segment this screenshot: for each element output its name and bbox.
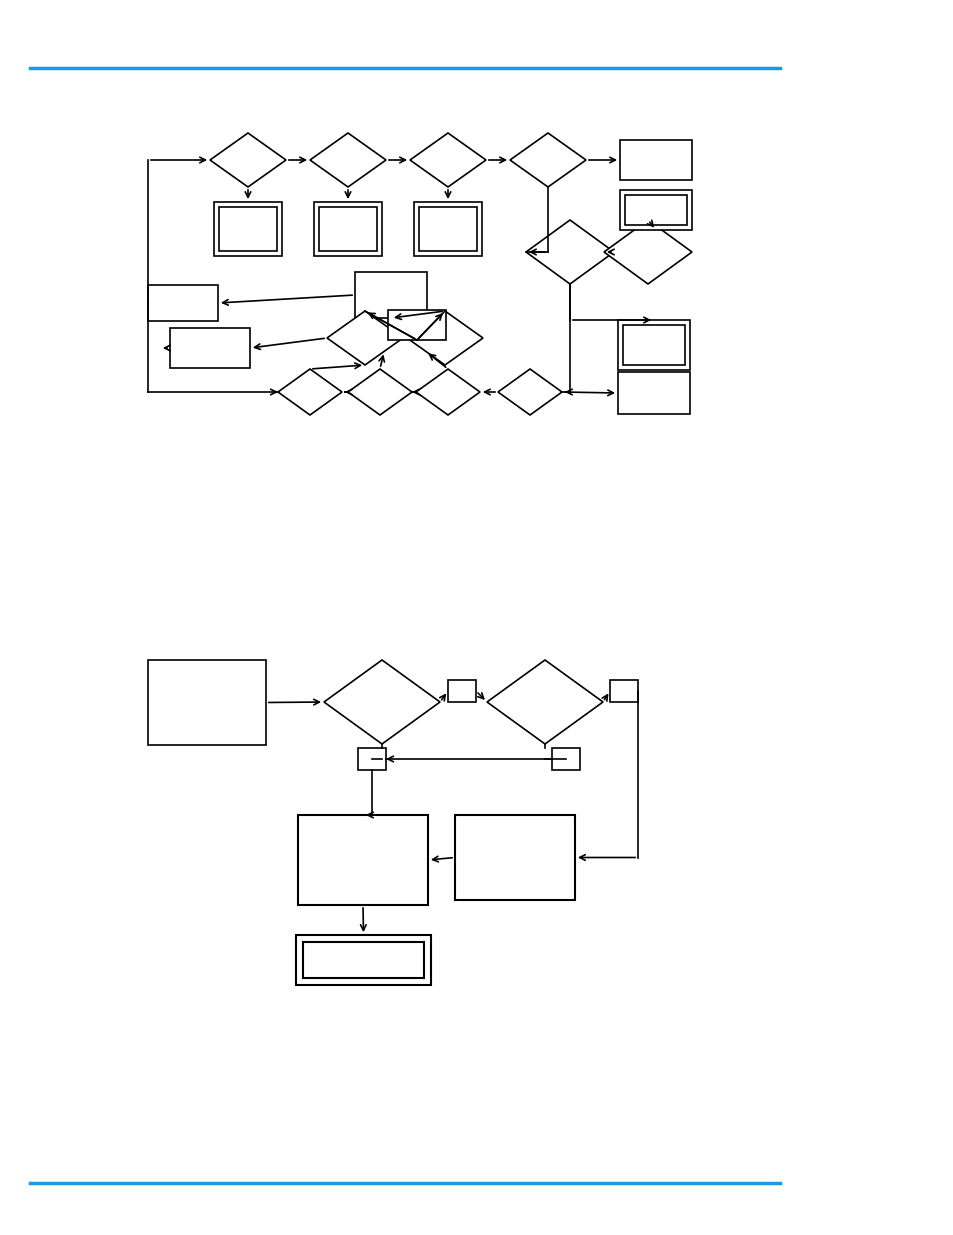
Polygon shape [410,133,485,186]
Polygon shape [525,220,614,284]
Bar [414,203,481,256]
Bar [552,748,579,769]
Bar [355,272,427,317]
Polygon shape [310,133,386,186]
Polygon shape [277,369,341,415]
Bar [314,203,381,256]
Bar [618,372,689,414]
Polygon shape [497,369,561,415]
Bar [418,207,476,251]
Bar [618,320,689,370]
Polygon shape [486,659,602,743]
Bar [619,140,691,180]
Bar [303,942,423,978]
Polygon shape [324,659,439,743]
Bar [622,325,684,366]
Bar [148,285,218,321]
Polygon shape [603,220,691,284]
Polygon shape [348,369,412,415]
Bar [609,680,638,701]
Bar [219,207,276,251]
Bar [297,815,428,905]
Bar [624,195,686,225]
Bar [388,310,446,340]
Bar [170,329,250,368]
Bar [455,815,575,900]
Bar [357,748,386,769]
Bar [448,680,476,701]
Polygon shape [210,133,286,186]
Bar [213,203,282,256]
Polygon shape [510,133,585,186]
Bar [318,207,376,251]
Polygon shape [327,311,402,366]
Polygon shape [416,369,479,415]
Bar [295,935,431,986]
Bar [148,659,266,745]
Polygon shape [407,311,482,366]
Bar [619,190,691,230]
